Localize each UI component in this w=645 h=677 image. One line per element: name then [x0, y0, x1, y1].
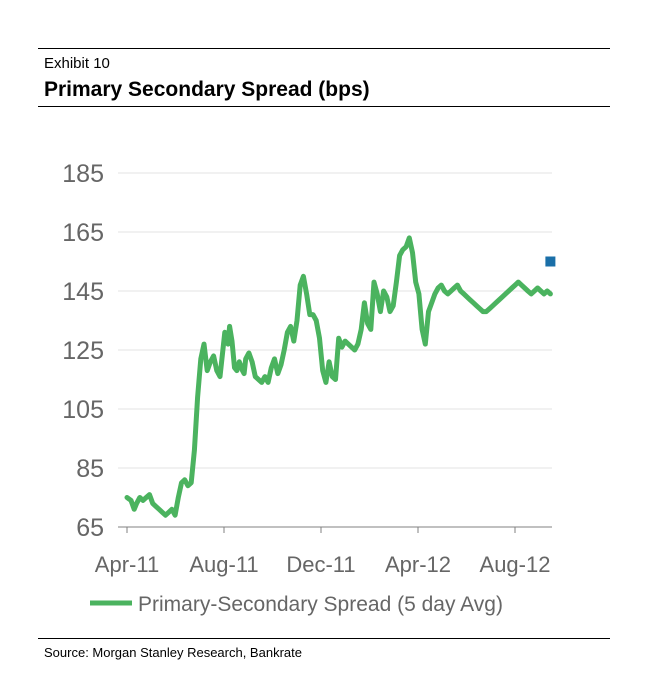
x-tick-label: Apr-11 — [95, 552, 159, 577]
x-tick-label: Dec-11 — [286, 552, 355, 577]
x-tick-label: Aug-11 — [189, 552, 258, 577]
top-rule — [38, 48, 610, 49]
y-tick-label: 185 — [62, 160, 104, 188]
grid-lines — [118, 172, 552, 469]
title-rule — [38, 106, 610, 107]
exhibit-label: Exhibit 10 — [44, 55, 110, 72]
source-rule — [38, 638, 610, 639]
y-tick-label: 105 — [62, 396, 104, 424]
x-tick-label: Apr-12 — [385, 552, 451, 577]
series-lines — [124, 235, 556, 518]
y-tick-label: 145 — [62, 278, 104, 306]
y-tick-label: 85 — [76, 455, 104, 483]
y-tick-label: 165 — [62, 219, 104, 247]
source-note: Source: Morgan Stanley Research, Bankrat… — [44, 645, 302, 660]
y-tick-label: 65 — [76, 514, 104, 542]
y-tick-label: 125 — [62, 337, 104, 365]
y-axis-ticks: 65 85 105 125 145 165 185 — [62, 160, 104, 542]
x-axis-ticks: Apr-11 Aug-11 Dec-11 Apr-12 Aug-12 — [95, 527, 551, 577]
series-line — [124, 235, 553, 518]
legend-label: Primary-Secondary Spread (5 day Avg) — [138, 593, 503, 616]
series-marker — [545, 256, 556, 267]
x-tick-label: Aug-12 — [480, 552, 551, 577]
page-title: Primary Secondary Spread (bps) — [44, 78, 370, 101]
legend: Primary-Secondary Spread (5 day Avg) — [90, 593, 503, 616]
